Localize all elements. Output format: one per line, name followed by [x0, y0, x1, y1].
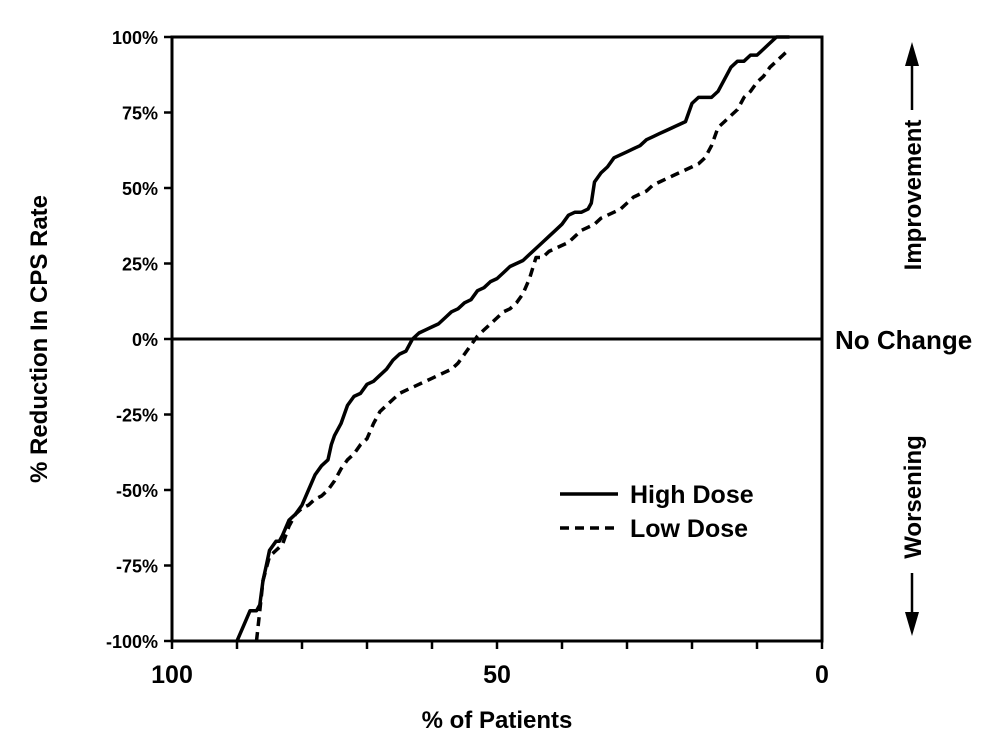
y-tick-label: 25% — [122, 255, 158, 275]
series-line-high-dose — [235, 35, 790, 642]
x-tick-label: 100 — [151, 661, 193, 689]
series-line-low-dose — [254, 47, 791, 642]
down-arrow-icon — [905, 612, 919, 636]
y-tick-label: -50% — [116, 481, 158, 501]
y-axis-title: % Reduction In CPS Rate — [26, 195, 53, 483]
y-tick-label: 0% — [132, 330, 158, 350]
no-change-label: No Change — [835, 325, 972, 355]
y-tick-label: 50% — [122, 179, 158, 199]
x-axis-title: % of Patients — [422, 707, 573, 734]
y-tick-label: -100% — [106, 632, 158, 652]
y-tick-label: 75% — [122, 104, 158, 124]
y-tick-label: -75% — [116, 557, 158, 577]
legend-label-low-dose: Low Dose — [630, 515, 748, 543]
improvement-label: Improvement — [900, 120, 927, 271]
x-tick-label: 50 — [483, 661, 511, 689]
y-tick-label: -25% — [116, 406, 158, 426]
x-tick-label: 0 — [815, 661, 829, 689]
legend-label-high-dose: High Dose — [630, 481, 754, 509]
plot-layer: 100% 75% 50% 25% 0% -25% -50% -75% -100% 100 50 0 % … — [26, 28, 972, 734]
worsening-label: Worsening — [900, 435, 927, 559]
y-tick-label: 100% — [112, 28, 158, 48]
up-arrow-icon — [905, 42, 919, 66]
